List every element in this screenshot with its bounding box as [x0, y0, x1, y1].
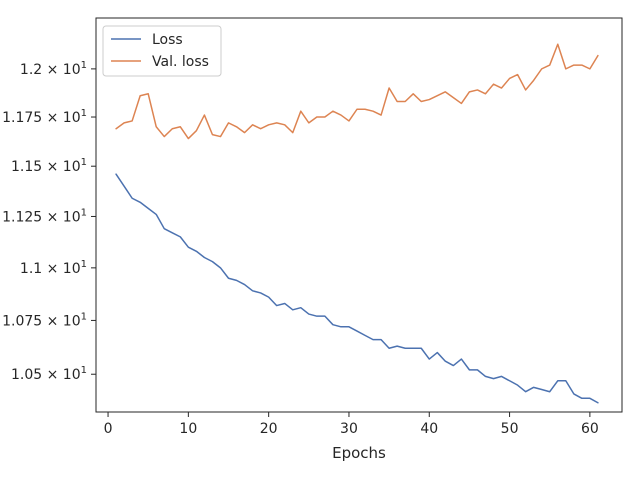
plot-frame — [95, 17, 623, 413]
y-tick-label: 1.1 × 101 — [20, 259, 87, 277]
x-tick-label: 40 — [420, 421, 438, 437]
legend: Loss Val. loss — [102, 25, 222, 77]
x-tick-label: 50 — [501, 421, 519, 437]
x-tick-label: 10 — [179, 421, 197, 437]
y-tick-label: 1.175 × 101 — [2, 108, 87, 126]
legend-label-loss: Loss — [152, 32, 183, 48]
x-ticks: 0 10 20 30 40 50 60 — [104, 412, 599, 437]
y-tick-label: 1.125 × 101 — [2, 207, 87, 225]
y-tick-label: 1.05 × 101 — [11, 365, 87, 383]
y-tick-label: 1.2 × 101 — [20, 60, 87, 78]
x-tick-label: 30 — [340, 421, 358, 437]
x-tick-label: 60 — [581, 421, 599, 437]
x-tick-label: 0 — [104, 421, 113, 437]
legend-label-val-loss: Val. loss — [152, 54, 209, 70]
series-layer — [115, 43, 599, 404]
x-axis-label: Epochs — [332, 444, 386, 462]
series-line-val-loss — [115, 43, 599, 140]
y-tick-label: 1.15 × 101 — [11, 157, 87, 175]
series-line-loss — [115, 173, 599, 404]
y-ticks: 1.05 × 101 1.075 × 101 1.1 × 101 1.125 × 10… — [2, 60, 96, 383]
y-tick-label: 1.075 × 101 — [2, 311, 87, 329]
x-tick-label: 20 — [260, 421, 278, 437]
